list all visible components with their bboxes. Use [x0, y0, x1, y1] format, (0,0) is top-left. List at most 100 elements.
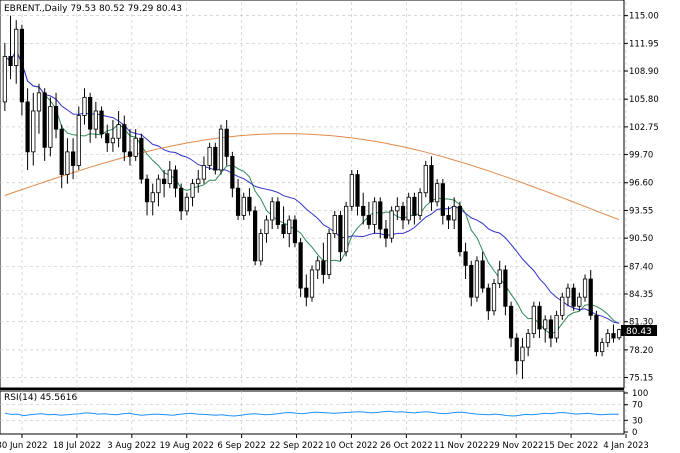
candle-body-up: [452, 205, 457, 221]
candle: [36, 83, 42, 134]
candle-body-down: [429, 165, 434, 203]
candle: [179, 183, 184, 220]
candle: [241, 192, 246, 220]
candle: [218, 124, 224, 175]
candle: [235, 179, 241, 220]
candle: [543, 315, 548, 343]
candle-body-up: [526, 333, 531, 348]
candle: [59, 124, 64, 189]
candle-body-down: [548, 319, 554, 339]
price-tick-label: 93.55: [629, 206, 653, 216]
candle-body-down: [8, 56, 13, 66]
candle-body-up: [218, 128, 224, 171]
time-tick-label: 18 Jul 2022: [53, 441, 101, 451]
current-price: 80.43: [626, 327, 652, 337]
price-tick-label: 108.90: [629, 67, 659, 77]
candle: [440, 179, 445, 225]
candle: [383, 219, 389, 248]
candle-body-up: [344, 205, 349, 253]
candle: [503, 265, 508, 316]
candle-body-down: [235, 187, 241, 216]
candle-body-down: [105, 133, 110, 144]
candle: [378, 197, 383, 239]
rsi-tick-label: 30: [632, 416, 643, 426]
candle: [298, 238, 303, 298]
candle: [452, 197, 457, 230]
rsi-panel: 100 70 30 0: [0, 389, 648, 438]
rsi-frame: [0, 390, 625, 435]
candle-body-down: [537, 305, 542, 330]
candle-body-down: [588, 278, 593, 316]
price-tick-label: 111.95: [629, 39, 659, 49]
candle-body-down: [281, 224, 286, 235]
candle: [270, 197, 275, 230]
candle: [196, 170, 201, 193]
candle: [65, 138, 70, 184]
candle: [594, 310, 599, 357]
candle: [554, 310, 559, 343]
candle: [184, 192, 189, 216]
candle-body-down: [139, 137, 144, 180]
candle: [304, 274, 309, 307]
rsi-line: [5, 410, 619, 417]
candle: [531, 301, 536, 339]
candle-body-down: [88, 96, 93, 130]
candle-body-up: [309, 269, 315, 298]
rsi-tick-label: 100: [632, 389, 648, 399]
candle-body-up: [167, 169, 172, 185]
candle: [474, 256, 480, 302]
price-tick-label: 81.30: [629, 318, 653, 328]
candle-body-up: [14, 28, 19, 66]
candle-body-down: [127, 151, 133, 157]
candle: [224, 120, 229, 166]
time-tick-label: 26 Oct 2022: [380, 441, 433, 451]
candle: [281, 206, 286, 239]
candle-body-up: [196, 178, 201, 185]
candle: [366, 201, 371, 230]
candle: [332, 210, 337, 239]
candle: [599, 338, 605, 357]
candle-body-down: [486, 287, 491, 312]
time-tick-label: 10 Oct 2022: [325, 441, 378, 451]
candle: [31, 92, 36, 166]
candle-body-up: [406, 196, 411, 221]
candle: [548, 315, 554, 348]
candle-body-up: [560, 296, 565, 316]
candle: [611, 324, 616, 343]
time-tick-label: 6 Sep 2022: [217, 441, 265, 451]
candle-body-up: [201, 165, 207, 180]
candle-body-down: [173, 169, 178, 189]
candle-body-up: [577, 296, 582, 307]
price-tick-label: 75.15: [629, 374, 653, 384]
candle-body-up: [93, 110, 98, 130]
candle-body-down: [594, 314, 599, 353]
candle: [14, 20, 19, 84]
candle: [127, 129, 133, 166]
ma-slow-line: [4, 133, 620, 221]
price-tick-label: 78.20: [629, 346, 653, 356]
candle-body-down: [463, 251, 468, 266]
candle: [258, 229, 263, 266]
candle: [338, 210, 343, 261]
candle-body-up: [258, 233, 263, 262]
rsi-label: RSI(14) 45.5616: [4, 393, 77, 403]
candle-body-up: [349, 174, 354, 207]
candle: [88, 92, 93, 143]
candle-body-down: [321, 260, 326, 275]
candle: [463, 242, 468, 280]
candle: [133, 129, 138, 161]
candle: [190, 179, 195, 207]
candle-body-down: [224, 128, 229, 157]
candle: [105, 124, 110, 152]
candle: [497, 260, 502, 289]
candle: [230, 151, 235, 198]
candle-body-up: [326, 233, 332, 275]
candle: [25, 88, 30, 171]
time-tick-label: 22 Sep 2022: [270, 441, 324, 451]
candle-body-down: [122, 124, 127, 153]
candle: [207, 142, 212, 171]
candle: [287, 215, 292, 248]
candle: [19, 24, 25, 116]
candle-body-up: [332, 215, 337, 234]
candle: [53, 92, 59, 139]
